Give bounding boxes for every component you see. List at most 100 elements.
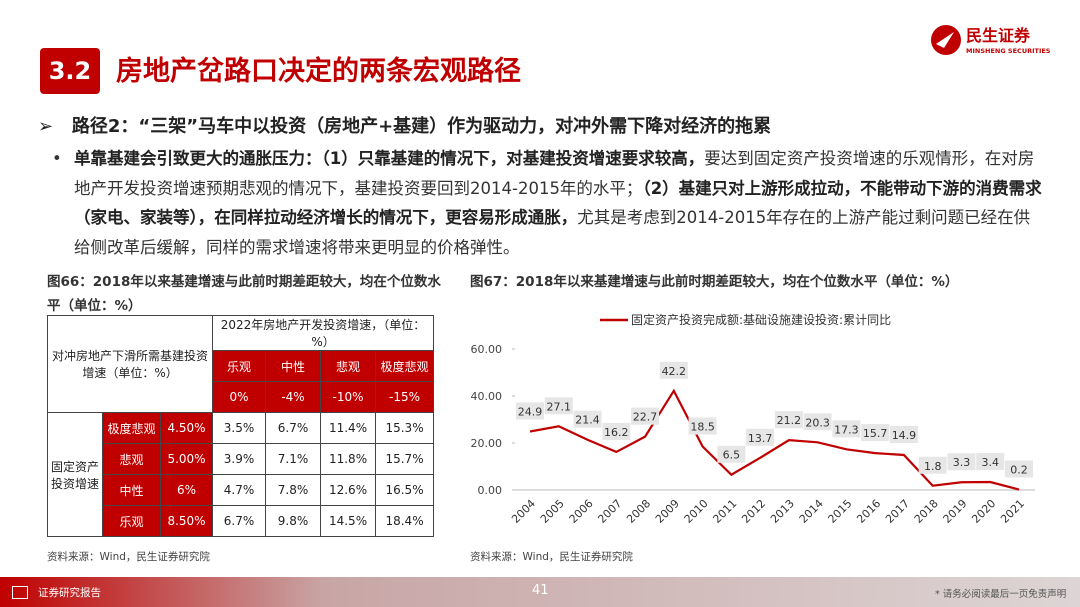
table-row: 固定资产投资增速 极度悲观 4.50% 3.5% 6.7% 11.4% 15.3% [47, 412, 435, 537]
data-label-box [918, 456, 947, 474]
logo-name: 民生证券 [966, 26, 1031, 45]
logo-icon-mark [936, 32, 954, 48]
table-cell: 11.8% [320, 443, 377, 475]
data-label: 1.8 [924, 460, 942, 473]
chart: 固定资产投资完成额:基础设施建设投资:累计同比 0.00 20.00 40.00 60.… [471, 312, 1035, 526]
table-cell: 5.00% [159, 443, 214, 475]
data-label-box [889, 425, 918, 443]
table-row: 0% -4% -10% -15% [48, 381, 435, 413]
x-tick-label: 2016 [854, 497, 883, 526]
data-label: 13.7 [748, 432, 773, 445]
x-tick-label: 2009 [653, 497, 682, 526]
table-row: 中性 6% 4.7% 7.8% 12.6% 16.5% [48, 474, 435, 506]
logo-graphic: 民生证券 MINSHENG SECURITIES [931, 25, 1051, 55]
table-cell: 18.4% [375, 505, 435, 537]
paragraph-segment: 单靠基建会引致更大的通胀压力：（1）只靠基建的情况下，对基建投资增速要求较高， [74, 149, 705, 168]
table-cell: 乐观 [102, 505, 161, 537]
data-label: 3.3 [953, 456, 971, 469]
y-tick-label: 0.00 [478, 484, 503, 497]
x-tick-label: 2019 [941, 497, 970, 526]
x-tick-label: 2004 [509, 497, 538, 526]
column-value-cell: -15% [375, 381, 435, 413]
data-label-box [861, 424, 890, 442]
data-label: 21.2 [777, 414, 802, 427]
x-tick-label: 2012 [739, 497, 768, 526]
column-value-cell: 0% [212, 381, 267, 413]
row-group-cell: 固定资产投资增速 [47, 412, 103, 537]
table-cell: 9.8% [265, 505, 322, 537]
bullet-text: 路径2：“三架”马车中以投资（房地产+基建）作为驱动力，对冲外需下降对经济的拖累 [71, 116, 772, 137]
paragraph-text: 单靠基建会引致更大的通胀压力：（1）只靠基建的情况下，对基建投资增速要求较高，要… [52, 144, 1042, 262]
y-tick-label: 40.00 [471, 390, 503, 403]
x-tick-label: 2005 [538, 497, 567, 526]
y-tick-label: 60.00 [471, 343, 503, 356]
table: 对冲房地产下滑所需基建投资增速（单位：%） 2022年房地产开发投资增速，（单位：… [46, 315, 435, 537]
chart-caption: 图67：2018年以来基建增速与此前时期差距较大，均在个位数水平（单位：%） [470, 274, 959, 290]
data-label: 21.4 [575, 414, 600, 427]
x-tick-label: 2013 [768, 497, 797, 526]
table-cell: 4.50% [159, 412, 214, 444]
table-cell: 6.7% [265, 412, 322, 444]
data-label: 3.4 [981, 456, 999, 469]
data-label: 14.9 [892, 429, 917, 442]
data-label: 17.3 [834, 423, 859, 436]
column-value-cell: -10% [320, 381, 377, 413]
x-tick-label: 2011 [710, 497, 739, 526]
x-tick-label: 2006 [567, 497, 596, 526]
table-cell: 15.3% [375, 412, 435, 444]
table-row: 乐观 中性 悲观 极度悲观 [48, 350, 435, 382]
data-label-box [717, 445, 746, 463]
x-tick-label: 2021 [998, 497, 1027, 526]
disclaimer: * 请务必阅读最后一页免责声明 [935, 589, 1067, 600]
page-number: 41 [532, 583, 549, 598]
table-row: 对冲房地产下滑所需基建投资增速（单位：%） 2022年房地产开发投资增速，（单位：… [46, 315, 435, 413]
table-cell: 14.5% [320, 505, 377, 537]
table-cell: 3.9% [212, 443, 267, 475]
table-cell: 12.6% [320, 474, 377, 506]
table-row: 悲观 5.00% 3.9% 7.1% 11.8% 15.7% [48, 443, 435, 475]
table-cell: 15.7% [375, 443, 435, 475]
data-label-box [544, 397, 573, 415]
line [529, 388, 1020, 491]
paragraph-segment: （2）基建只对上游形成拉动，不能带动下游的消费需求（家电、家装等），在同样拉动经… [74, 178, 1042, 228]
footer: 证券研究报告 41 * 请务必阅读最后一页免责声明 [0, 577, 1080, 607]
data-label-box [746, 428, 775, 446]
data-label-box [1005, 460, 1033, 478]
data-label-box [774, 411, 803, 429]
column-cell: 极度悲观 [375, 350, 435, 382]
data-label: 27.1 [547, 400, 572, 413]
data-label-box [659, 361, 688, 379]
data-label: 42.2 [662, 365, 687, 378]
x-tick-label: 2007 [595, 497, 624, 526]
data-label-box [631, 407, 660, 425]
x-tick-label: 2015 [826, 497, 855, 526]
table-cell: 16.5% [375, 474, 435, 506]
section-badge: 3.2 [40, 48, 100, 94]
table-caption: 图66：2018年以来基建增速与此前时期差距较大，均在个位数水平（单位：%） [47, 274, 441, 314]
header-cell: 2022年房地产开发投资增速，（单位：%） [212, 315, 435, 351]
table-cell: 11.4% [320, 412, 377, 444]
x-tick-label: 2020 [969, 497, 998, 526]
column-value-cell: -4% [265, 381, 322, 413]
logo: 民生证券 MINSHENG SECURITIES [930, 22, 1060, 62]
column-cell: 乐观 [212, 350, 267, 382]
data-label-box [976, 453, 1005, 471]
table-source: 资料来源：Wind，民生证券研究院 [47, 551, 210, 563]
x-tick-label: 2018 [912, 497, 941, 526]
table-cell: 极度悲观 [102, 412, 161, 444]
bullet-line: ➢ 路径2：“三架”马车中以投资（房地产+基建）作为驱动力，对冲外需下降对经济的… [38, 116, 772, 137]
slide-title: 房地产岔路口决定的两条宏观路径 [116, 56, 521, 87]
x-tick-label: 2010 [682, 497, 711, 526]
table-row: 乐观 8.50% 6.7% 9.8% 14.5% 18.4% [48, 505, 435, 537]
table-cell: 中性 [102, 474, 161, 506]
logo-en: MINSHENG SECURITIES [966, 47, 1051, 55]
data-label: 24.9 [518, 405, 543, 418]
x-tick-label: 2008 [624, 497, 653, 526]
bullet-dot: • [52, 149, 62, 168]
footer-label: 证券研究报告 [38, 587, 101, 599]
table-cell: 悲观 [102, 443, 161, 475]
data-label: 6.5 [723, 449, 741, 462]
data-label: 0.2 [1010, 464, 1028, 477]
x-tick-label: 2017 [883, 497, 912, 526]
